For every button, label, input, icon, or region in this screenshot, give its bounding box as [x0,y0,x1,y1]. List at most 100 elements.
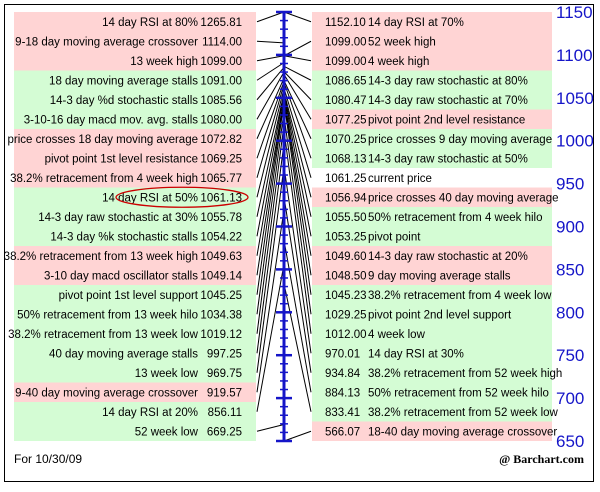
right-leader-line [283,283,312,412]
left-row-band [14,324,256,344]
right-row-band [312,265,552,285]
right-row-band [312,285,552,305]
right-row-band [312,363,552,383]
right-row-band [312,168,552,188]
right-row-label: 4 week low [368,329,426,341]
right-leader-line [283,74,312,120]
left-row-band [14,70,256,90]
right-leader-line [283,88,312,178]
left-row-label: 3-10 day macd oscillator stalls [44,270,198,282]
left-row-band [14,382,256,402]
left-row-value: 997.25 [207,348,242,360]
right-row-value: 1012.00 [325,329,367,341]
right-leader-line [283,71,312,101]
highlight-oval [115,186,249,208]
right-row-label: price crosses 9 day moving average [368,134,552,146]
right-row-value: 1070.25 [325,134,367,146]
left-row-band [14,90,256,110]
left-row-label: 14-3 day raw stochastic at 30% [38,212,198,224]
right-row-label: 18-40 day moving average crossover [368,426,557,438]
right-row-value: 1055.50 [325,212,367,224]
left-leader-line [256,78,285,139]
right-row-band [312,70,552,90]
right-leader-line [283,80,312,139]
right-row-band [312,90,552,110]
y-tick-label: 1000 [556,132,594,151]
right-row-band [312,226,552,246]
left-leader-line [256,84,285,178]
right-row-value: 1099.00 [325,36,367,48]
left-row-value: 1099.00 [200,56,242,68]
right-row-value: 566.07 [325,426,360,438]
right-leader-line [283,240,312,393]
left-leader-line [256,264,285,412]
right-leader-line [283,40,312,57]
left-row-label: pivot point 1st level support [59,290,199,302]
left-row-value: 1054.22 [200,231,242,243]
y-tick-label: 1150 [556,3,593,22]
left-row-label: price crosses 18 day moving average [8,134,199,146]
left-leader-line [256,98,285,276]
right-row-band [312,304,552,324]
right-row-value: 970.01 [325,348,360,360]
right-row-label: 50% retracement from 4 week hilo [368,212,543,224]
left-row-label: 14 day RSI at 50% [102,192,198,204]
left-row-value: 856.11 [208,407,242,419]
left-row-band [14,148,256,168]
row-labels: 14 day RSI at 80% 1265.819-18 day moving … [4,17,563,439]
left-leader-line [256,111,285,315]
left-row-label: 18 day moving average stalls [49,75,198,87]
left-row-band [14,226,256,246]
right-row-value: 1045.23 [325,290,367,302]
y-tick-label: 850 [556,260,584,279]
y-tick-label: 1100 [556,46,593,65]
right-row-label: 14 day RSI at 30% [368,348,464,360]
row-bands [14,12,552,441]
left-row-band [14,168,256,188]
right-row-value: 1056.94 [325,192,367,204]
right-row-value: 1099.00 [325,56,367,68]
right-row-label: 14-3 day raw stochastic at 70% [368,95,528,107]
left-row-value: 1091.00 [200,75,242,87]
footer-brand: @ Barchart.com [499,452,584,466]
right-row-label: 38.2% retracement from 52 week low [368,407,559,419]
left-row-label: 14-3 day %d stochastic stalls [50,95,199,107]
left-row-band [14,51,256,71]
y-tick-label: 800 [556,303,584,322]
left-row-band [14,421,256,441]
right-row-label: 14 day RSI at 70% [368,17,464,29]
right-leader-line [283,65,312,81]
left-row-band [14,304,256,324]
right-row-label: pivot point [368,231,421,243]
right-row-value: 1048.50 [325,270,367,282]
left-row-band [14,187,256,207]
right-row-label: 4 week high [368,56,429,68]
left-row-band [14,129,256,149]
y-tick-label: 700 [556,389,584,408]
right-leader-line [283,101,312,295]
left-row-value: 1019.12 [200,329,242,341]
right-row-label: 14-3 day raw stochastic at 80% [368,75,528,87]
left-row-label: 13 week high [130,56,198,68]
left-leader-line [256,101,285,295]
y-tick-label: 950 [556,175,584,194]
right-row-band [312,324,552,344]
right-row-band [312,148,552,168]
left-row-value: 919.57 [207,387,242,399]
footer-date: For 10/30/09 [14,452,83,466]
left-leader-line [256,81,285,159]
right-row-label: 14-3 day raw stochastic at 20% [368,251,528,263]
right-row-value: 1029.25 [325,309,367,321]
left-row-label: pivot point 1st level resistance [45,153,198,165]
right-row-band [312,187,552,207]
left-row-value: 1114.00 [202,36,242,48]
left-row-label: 52 week low [135,426,199,438]
left-leader-line [256,55,285,62]
right-row-label: 50% retracement from 52 week hilo [368,387,549,399]
left-row-band [14,31,256,51]
left-row-value: 1061.13 [200,192,242,204]
left-row-value: 1055.78 [200,212,242,224]
left-row-value: 1265.81 [200,17,242,29]
y-tick-label: 750 [556,346,584,365]
left-leader-line [256,94,285,237]
